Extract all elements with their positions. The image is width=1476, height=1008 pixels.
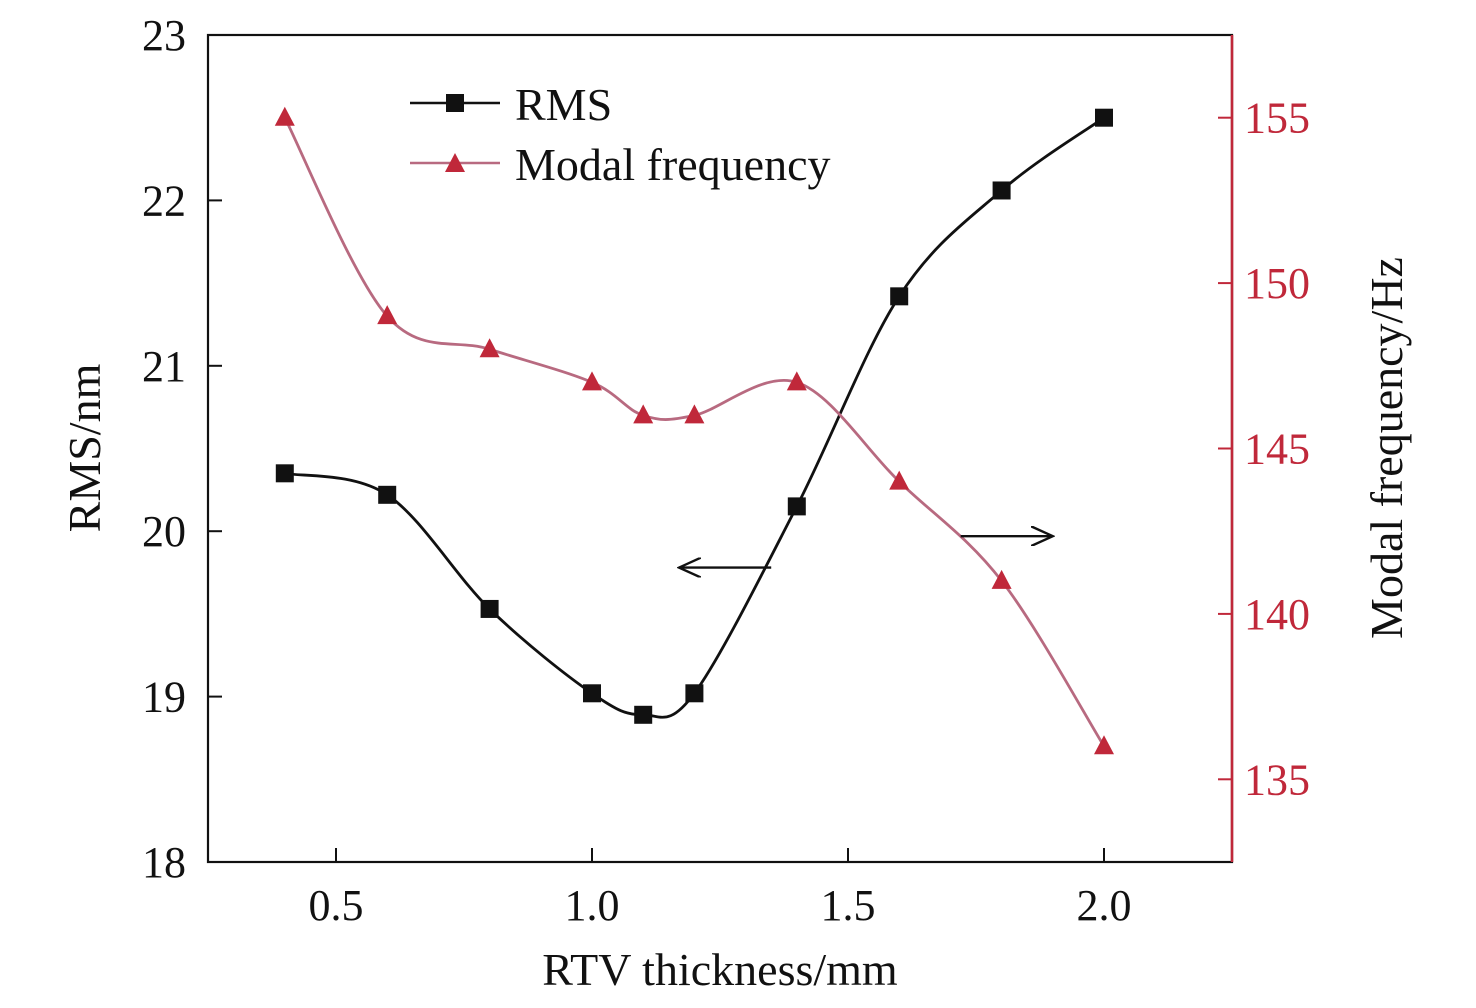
y-left-tick-label: 22	[142, 176, 186, 225]
series-line-modal-frequency	[283, 117, 1106, 747]
data-point-modal-frequency	[274, 106, 295, 126]
data-point-modal-frequency	[633, 404, 654, 424]
y-right-tick-label: 135	[1244, 755, 1310, 804]
data-point-rms	[583, 684, 601, 703]
data-point-rms	[1095, 108, 1113, 127]
x-tick-label: 2.0	[1077, 881, 1132, 930]
y-left-tick-label: 20	[142, 507, 186, 556]
data-point-rms	[890, 287, 909, 306]
legend: RMS Modal frequency	[410, 79, 831, 190]
data-point-rms	[685, 684, 704, 703]
axes: 0.5 1.0 1.5 2.0 18 19 20 21 22 23 135 140 145 150 155	[142, 11, 1310, 930]
data-point-modal-frequency	[377, 305, 398, 325]
y-axis-label-right: Modal frequency/Hz	[1361, 257, 1412, 639]
x-tick-label: 1.5	[821, 881, 876, 930]
data-point-rms	[787, 497, 806, 516]
data-point-modal-frequency	[684, 404, 705, 424]
legend-label-rms: RMS	[515, 79, 612, 130]
y-right-tick-label: 140	[1244, 590, 1310, 639]
legend-label-modal-frequency: Modal frequency	[515, 139, 831, 190]
x-axis-label: RTV thickness/mm	[542, 944, 898, 995]
data-point-rms	[634, 705, 653, 724]
annotation-layer	[679, 536, 1053, 567]
data-point-rms	[378, 485, 397, 504]
data-point-modal-frequency	[889, 470, 910, 490]
data-point-rms	[275, 464, 294, 483]
y-left-tick-label: 23	[142, 11, 186, 60]
y-left-tick-label: 18	[142, 838, 186, 887]
data-point-rms	[992, 181, 1011, 200]
y-right-tick-label: 150	[1244, 259, 1310, 308]
y-right-tick-label: 155	[1244, 94, 1310, 143]
legend-marker-rms	[446, 94, 464, 112]
x-tick-label: 0.5	[309, 881, 364, 930]
series-layer	[274, 106, 1114, 755]
data-point-rms	[480, 599, 499, 618]
data-point-modal-frequency	[786, 371, 807, 391]
legend-marker-modal-frequency	[445, 153, 465, 172]
y-left-tick-label: 19	[142, 673, 186, 722]
data-point-modal-frequency	[1094, 735, 1114, 755]
y-right-tick-label: 145	[1244, 425, 1310, 474]
data-point-modal-frequency	[991, 569, 1012, 589]
y-left-tick-label: 21	[142, 342, 186, 391]
data-point-modal-frequency	[582, 371, 602, 391]
y-axis-label-left: RMS/nm	[59, 363, 110, 532]
x-tick-label: 1.0	[565, 881, 620, 930]
data-point-modal-frequency	[479, 338, 500, 358]
